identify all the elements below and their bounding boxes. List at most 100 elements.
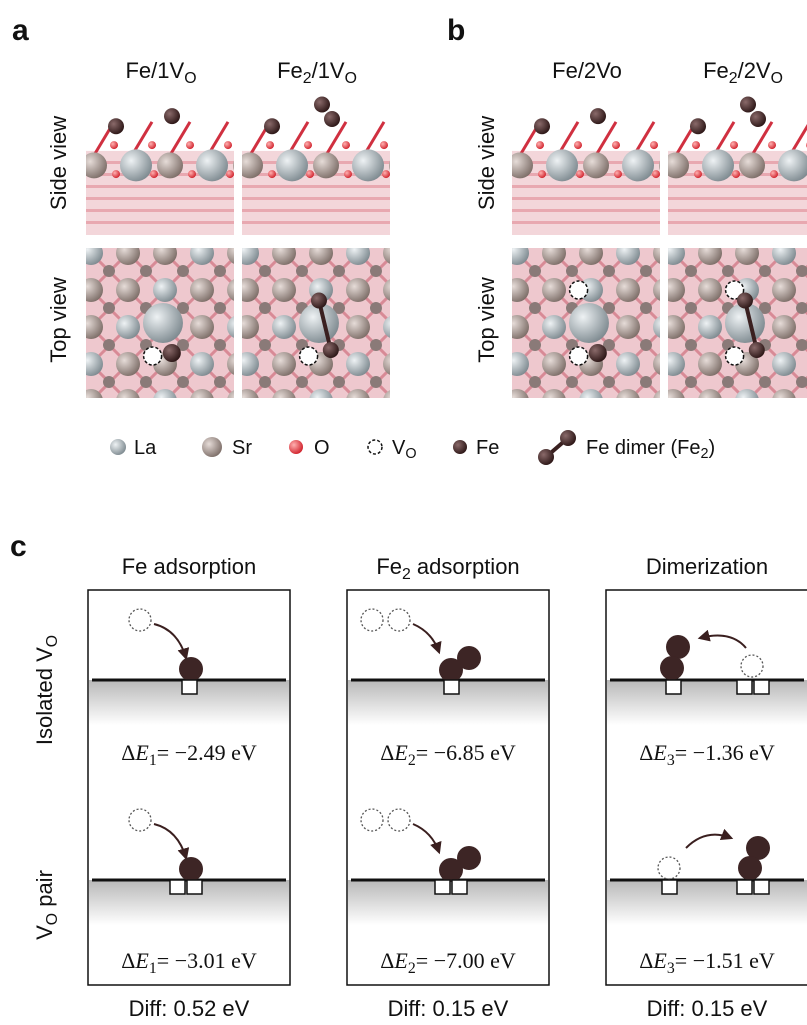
bond	[128, 401, 165, 438]
atom	[661, 389, 685, 413]
atom	[735, 241, 759, 265]
atom-b	[214, 302, 226, 314]
atom-b	[370, 339, 382, 351]
atom-b	[259, 339, 271, 351]
text-run: Fe/1V	[125, 58, 184, 83]
atom-b	[177, 376, 189, 388]
text-run: E	[134, 948, 149, 973]
atom-o	[112, 170, 120, 178]
atom-la	[237, 152, 263, 178]
text-run: /1V	[312, 58, 345, 83]
atom	[383, 278, 407, 302]
fe-atom	[179, 857, 203, 881]
structure	[661, 241, 807, 438]
atom-b	[177, 265, 189, 277]
fe-atom	[439, 658, 463, 682]
atom-b	[722, 265, 734, 277]
atom-la	[81, 152, 107, 178]
vacancy-site	[662, 880, 677, 894]
bond	[665, 401, 702, 438]
atom	[190, 241, 214, 265]
atom	[153, 389, 177, 413]
atom-b	[685, 376, 697, 388]
bond	[628, 401, 665, 438]
atom	[661, 315, 685, 339]
atom	[346, 278, 370, 302]
atom-b	[796, 413, 807, 425]
atom-b	[529, 265, 541, 277]
atom	[346, 352, 370, 376]
structure-image	[661, 241, 807, 438]
atom-o	[110, 141, 118, 149]
atom-b	[259, 376, 271, 388]
row-label: Side view	[474, 116, 499, 210]
atom-b	[333, 376, 345, 388]
atom-b	[759, 376, 771, 388]
bond	[591, 401, 628, 438]
bond	[673, 401, 710, 438]
bond	[91, 401, 128, 438]
bond	[747, 401, 784, 438]
atom-b	[603, 376, 615, 388]
atom-o	[306, 170, 314, 178]
atom-b	[140, 376, 152, 388]
atom-o	[224, 141, 232, 149]
bond	[672, 122, 692, 155]
subscript: O	[44, 913, 61, 925]
bond	[326, 122, 346, 155]
atom-o	[420, 170, 428, 178]
panel-label: b	[447, 14, 465, 47]
column-title: Fe adsorption	[122, 554, 257, 579]
bond	[628, 401, 665, 438]
subscript: 3	[667, 960, 675, 977]
atom	[579, 389, 603, 413]
atom-o	[382, 170, 390, 178]
text-run: = −1.36 eV	[675, 740, 775, 765]
text-run: Δ	[639, 948, 653, 973]
atom-b	[407, 302, 419, 314]
row-label: Top view	[474, 277, 499, 363]
atom-b	[214, 413, 226, 425]
bond	[247, 401, 284, 438]
atom	[79, 352, 103, 376]
atom-b	[140, 265, 152, 277]
atom-b	[103, 376, 115, 388]
column-title: Fe/1VO	[125, 58, 196, 87]
atom-o	[342, 141, 350, 149]
scheme-box	[88, 590, 290, 985]
subscript: 2	[303, 70, 312, 87]
structure	[663, 97, 807, 236]
atom-b	[640, 376, 652, 388]
atom	[153, 278, 177, 302]
atom-o	[266, 141, 274, 149]
arrow	[413, 824, 439, 852]
atom	[383, 389, 407, 413]
bond	[784, 401, 807, 438]
atom-fe	[750, 111, 766, 127]
ghost-atom	[388, 809, 410, 831]
bond	[165, 401, 202, 438]
atom	[79, 278, 103, 302]
bond	[395, 290, 432, 327]
atom-b	[722, 413, 734, 425]
vacancy-site	[666, 680, 681, 694]
atom-b	[296, 376, 308, 388]
bond	[395, 401, 432, 438]
atom	[153, 241, 177, 265]
vacancy-site	[737, 680, 752, 694]
atom-b	[407, 339, 419, 351]
text-run: Fe	[277, 58, 303, 83]
atom	[116, 241, 140, 265]
atom-fe	[164, 108, 180, 124]
atom	[661, 278, 685, 302]
text-run: V	[32, 925, 57, 940]
fe-atom	[738, 856, 762, 880]
column-title: Dimerization	[646, 554, 768, 579]
scheme-box	[347, 590, 549, 985]
structure-image	[237, 97, 428, 236]
atom-b	[259, 302, 271, 314]
legend-vo	[368, 440, 382, 454]
atom-la	[352, 149, 384, 181]
bond	[395, 290, 432, 327]
atom	[309, 389, 333, 413]
